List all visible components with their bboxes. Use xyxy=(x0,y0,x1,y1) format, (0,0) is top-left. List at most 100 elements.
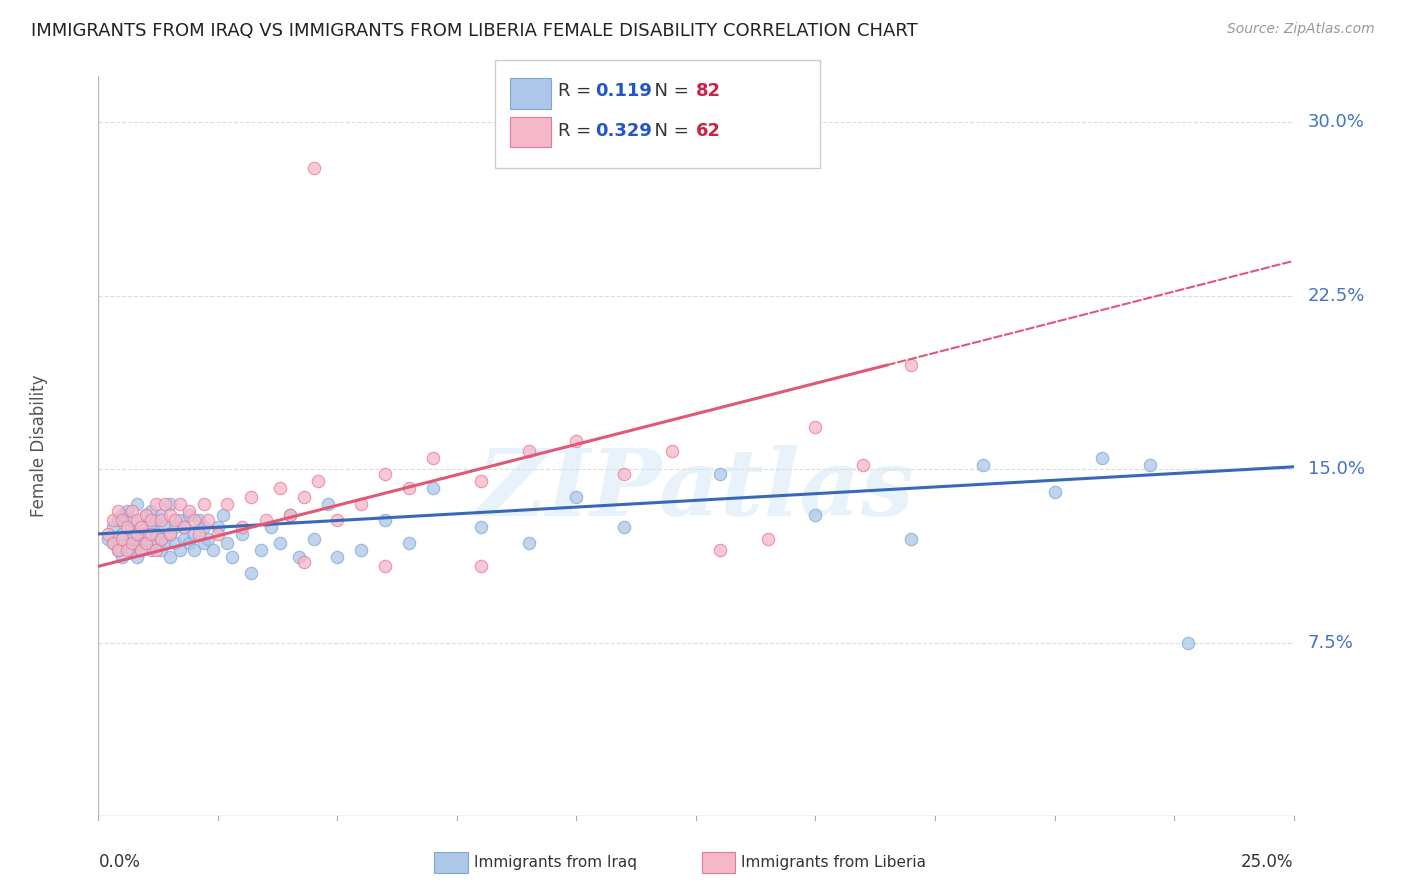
Point xyxy=(101,536,124,550)
Point xyxy=(149,513,172,527)
Point xyxy=(565,434,588,449)
Point xyxy=(217,536,239,550)
Point xyxy=(302,161,325,176)
Point xyxy=(240,490,263,504)
Point xyxy=(470,474,492,488)
Point xyxy=(316,497,339,511)
Point xyxy=(145,497,167,511)
Point xyxy=(179,536,201,550)
Point xyxy=(159,549,181,565)
Point xyxy=(135,527,157,541)
Point xyxy=(207,520,229,534)
Point xyxy=(145,543,167,558)
Point xyxy=(155,520,177,534)
Point xyxy=(125,549,148,565)
Point xyxy=(139,520,162,534)
Point xyxy=(121,532,143,546)
Point xyxy=(125,497,148,511)
Point xyxy=(155,536,177,550)
Point xyxy=(278,508,301,523)
Point xyxy=(217,497,239,511)
Point xyxy=(135,536,157,550)
Point xyxy=(111,508,134,523)
Point xyxy=(159,508,181,523)
Text: ZIPatlas: ZIPatlas xyxy=(478,445,914,535)
Point xyxy=(125,527,148,541)
Point xyxy=(149,508,172,523)
Point xyxy=(115,543,138,558)
Point xyxy=(202,543,225,558)
Point xyxy=(183,527,205,541)
Text: 0.0%: 0.0% xyxy=(98,853,141,871)
Point xyxy=(139,504,162,518)
Point xyxy=(278,508,301,523)
Point xyxy=(517,536,540,550)
Point xyxy=(145,536,167,550)
Point xyxy=(115,504,138,518)
Point xyxy=(398,481,420,495)
Point xyxy=(115,536,138,550)
Point xyxy=(193,520,215,534)
Point xyxy=(1043,485,1066,500)
Point xyxy=(131,520,153,534)
Point xyxy=(149,532,172,546)
Point xyxy=(183,543,205,558)
Point xyxy=(131,536,153,550)
Point xyxy=(307,474,329,488)
Text: Immigrants from Liberia: Immigrants from Liberia xyxy=(741,855,927,870)
Point xyxy=(207,527,229,541)
Text: IMMIGRANTS FROM IRAQ VS IMMIGRANTS FROM LIBERIA FEMALE DISABILITY CORRELATION CH: IMMIGRANTS FROM IRAQ VS IMMIGRANTS FROM … xyxy=(31,22,918,40)
Text: 0.329: 0.329 xyxy=(595,122,651,140)
Point xyxy=(852,458,875,472)
Point xyxy=(804,420,827,434)
Point xyxy=(135,536,157,550)
Point xyxy=(135,508,157,523)
Text: 22.5%: 22.5% xyxy=(1308,286,1365,304)
Point xyxy=(374,513,396,527)
Point xyxy=(111,527,134,541)
Point xyxy=(240,566,263,581)
Point xyxy=(193,497,215,511)
Point xyxy=(163,520,186,534)
Text: 15.0%: 15.0% xyxy=(1308,460,1365,478)
Point xyxy=(169,497,191,511)
Text: 30.0%: 30.0% xyxy=(1308,113,1365,131)
Point xyxy=(1139,458,1161,472)
Point xyxy=(121,543,143,558)
Text: 0.119: 0.119 xyxy=(595,82,651,100)
Point xyxy=(374,467,396,481)
Point xyxy=(169,543,191,558)
Point xyxy=(302,532,325,546)
Point xyxy=(149,543,172,558)
Point xyxy=(173,520,195,534)
Point xyxy=(292,490,315,504)
Point xyxy=(709,543,731,558)
Point xyxy=(173,520,195,534)
Point xyxy=(350,497,373,511)
Point xyxy=(221,549,243,565)
Point xyxy=(173,532,195,546)
Text: N =: N = xyxy=(643,122,695,140)
Point xyxy=(565,490,588,504)
Point xyxy=(269,536,291,550)
Point xyxy=(169,513,191,527)
Point xyxy=(121,504,143,518)
Point xyxy=(187,527,209,541)
Point xyxy=(139,513,162,527)
Point xyxy=(121,536,143,550)
Point xyxy=(145,513,167,527)
Point xyxy=(900,358,922,372)
Point xyxy=(661,443,683,458)
Point xyxy=(613,520,636,534)
Point xyxy=(756,532,779,546)
Point xyxy=(422,481,444,495)
Point xyxy=(111,532,134,546)
Point xyxy=(159,497,181,511)
Point xyxy=(197,513,219,527)
Point xyxy=(470,559,492,574)
Point xyxy=(97,527,120,541)
Point xyxy=(470,520,492,534)
Point xyxy=(159,527,181,541)
Text: N =: N = xyxy=(643,82,695,100)
Point xyxy=(101,520,124,534)
